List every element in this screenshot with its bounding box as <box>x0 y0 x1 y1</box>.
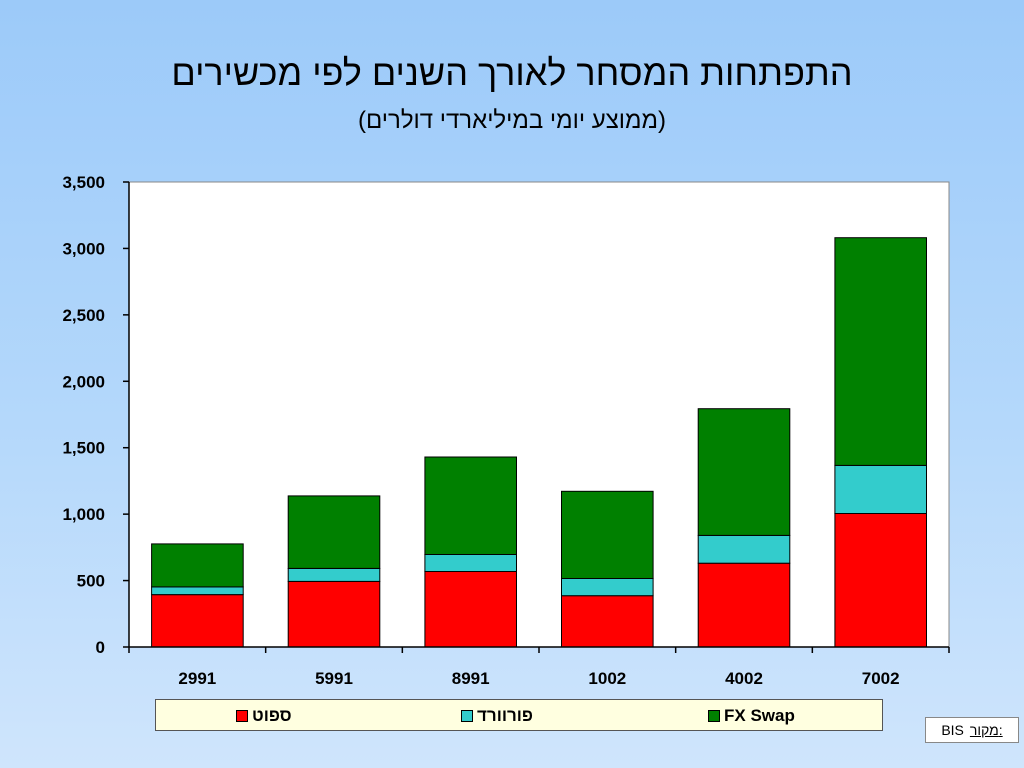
bar-segment-2-4 <box>697 408 791 536</box>
bars-group <box>151 237 928 648</box>
x-tick-label: 1002 <box>588 669 626 688</box>
bar-segment-0-1 <box>287 580 381 648</box>
bar-segment-1-2 <box>424 554 517 572</box>
bar-segment-0-2 <box>424 571 517 648</box>
bar-segment-1-4 <box>697 534 791 564</box>
bar-segment-2-5 <box>834 237 928 466</box>
y-tick-label: 3,500 <box>62 173 105 192</box>
chart-subtitle: (ממוצע יומי במיליארדי דולרים) <box>358 107 666 134</box>
y-axis: 0 500 1,000 1,500 2,000 2,500 3,000 3,500 <box>62 173 130 657</box>
legend-label-fx-swap: FX Swap <box>724 706 795 725</box>
bar-segment-2-0 <box>151 543 244 588</box>
y-tick-label: 1,500 <box>62 439 105 458</box>
bar-segment-1-5 <box>834 464 928 514</box>
x-tick-label: 4002 <box>725 669 763 688</box>
y-tick-label: 1,000 <box>62 505 105 524</box>
x-axis: 2991 5991 8991 1002 4002 7002 <box>128 646 950 688</box>
bar-segment-2-2 <box>424 456 517 555</box>
bar-segment-0-0 <box>151 594 244 648</box>
x-tick-label: 8991 <box>452 669 490 688</box>
bar-segment-2-3 <box>561 490 654 579</box>
chart-title: התפתחות המסחר לאורך השנים לפי מכשירים <box>171 52 853 93</box>
source-box: BIS מקור: <box>925 717 1019 743</box>
legend-label-forward: פורוורד <box>477 706 533 725</box>
x-tick-label: 7002 <box>862 669 900 688</box>
bar-segment-0-4 <box>697 562 791 648</box>
source-value: BIS <box>941 722 964 738</box>
legend-swatch-fx-swap <box>708 710 720 722</box>
y-tick-label: 2,000 <box>62 372 105 391</box>
y-tick-label: 0 <box>96 638 105 657</box>
x-tick-label: 5991 <box>315 669 353 688</box>
legend-swatch-forward <box>461 710 473 722</box>
bar-segment-1-0 <box>151 586 244 596</box>
stacked-bar-chart: 0 500 1,000 1,500 2,000 2,500 3,000 3,500 2991 5… <box>62 173 950 688</box>
y-tick-label: 500 <box>77 572 105 591</box>
bar-segment-0-3 <box>561 595 654 648</box>
bar-segment-1-3 <box>561 577 654 597</box>
legend-swatch-spot <box>236 710 248 722</box>
y-tick-label: 3,000 <box>62 239 105 258</box>
y-tick-label: 2,500 <box>62 306 105 325</box>
legend-label-spot: ספוט <box>252 706 292 725</box>
x-tick-label: 2991 <box>178 669 216 688</box>
source-label: מקור: <box>969 722 1003 738</box>
legend-item-fx-swap: FX Swap <box>708 706 795 726</box>
legend-item-forward: פורוורד <box>461 706 533 726</box>
bar-segment-0-5 <box>834 513 928 648</box>
legend-item-spot: ספוט <box>236 706 292 726</box>
legend: ספוט פורוורד FX Swap <box>155 699 883 731</box>
bar-segment-1-1 <box>287 568 381 582</box>
bar-segment-2-1 <box>287 495 381 569</box>
plot-area <box>128 181 950 648</box>
